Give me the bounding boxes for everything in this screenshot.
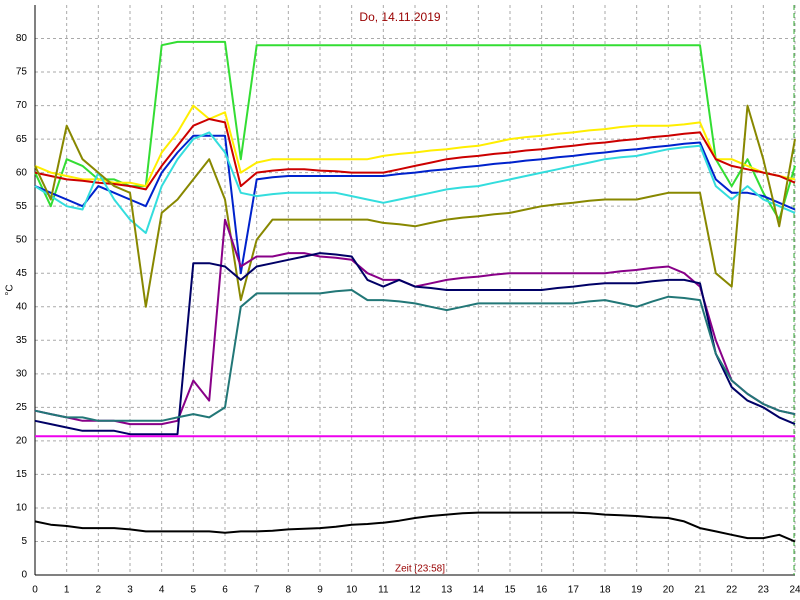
x-tick-label: 7 — [254, 585, 260, 596]
x-tick-label: 17 — [568, 585, 580, 596]
x-tick-label: 16 — [536, 585, 548, 596]
series-line — [34, 511, 796, 543]
y-tick-label: 15 — [16, 469, 28, 480]
y-tick-label: 35 — [16, 335, 28, 346]
y-tick-label: 55 — [16, 201, 28, 212]
x-tick-label: 21 — [694, 585, 706, 596]
x-tick-label: 3 — [127, 585, 133, 596]
x-tick-label: 9 — [317, 585, 323, 596]
y-tick-label: 75 — [16, 67, 28, 78]
x-tick-label: 13 — [441, 585, 453, 596]
x-axis-label: Zeit [23:58] — [395, 564, 445, 575]
x-tick-label: 22 — [726, 585, 738, 596]
chart-title: Do, 14.11.2019 — [359, 10, 441, 24]
series-line — [34, 40, 796, 221]
x-tick-label: 5 — [191, 585, 197, 596]
y-tick-label: 5 — [21, 536, 27, 547]
x-tick-label: 24 — [789, 585, 800, 596]
x-tick-label: 20 — [663, 585, 675, 596]
x-tick-label: 8 — [286, 585, 292, 596]
x-tick-label: 1 — [64, 585, 70, 596]
series-line — [34, 252, 796, 436]
series-line — [34, 104, 796, 308]
y-tick-label: 65 — [16, 134, 28, 145]
y-tick-label: 45 — [16, 268, 28, 279]
y-tick-label: 40 — [16, 301, 28, 312]
x-tick-label: 2 — [96, 585, 102, 596]
x-tick-label: 19 — [631, 585, 643, 596]
y-tick-label: 30 — [16, 368, 28, 379]
x-tick-label: 4 — [159, 585, 165, 596]
x-tick-label: 23 — [758, 585, 770, 596]
x-tick-label: 14 — [473, 585, 485, 596]
x-tick-label: 6 — [222, 585, 228, 596]
x-tick-label: 15 — [504, 585, 516, 596]
series-line — [34, 131, 796, 234]
y-tick-label: 60 — [16, 167, 28, 178]
x-tick-label: 10 — [346, 585, 358, 596]
x-tick-label: 0 — [32, 585, 38, 596]
x-tick-label: 12 — [409, 585, 421, 596]
y-tick-label: 50 — [16, 234, 28, 245]
x-tick-label: 11 — [378, 585, 389, 596]
y-tick-label: 20 — [16, 436, 28, 447]
series-line — [34, 289, 796, 422]
series-line — [34, 134, 796, 275]
y-axis-label: °C — [5, 284, 16, 295]
y-tick-label: 70 — [16, 100, 28, 111]
series-line — [34, 118, 796, 191]
y-tick-label: 25 — [16, 402, 28, 413]
series-line — [34, 104, 796, 188]
x-tick-label: 18 — [599, 585, 611, 596]
y-tick-label: 80 — [16, 33, 28, 44]
y-tick-label: 10 — [16, 503, 28, 514]
y-tick-label: 0 — [21, 570, 27, 581]
